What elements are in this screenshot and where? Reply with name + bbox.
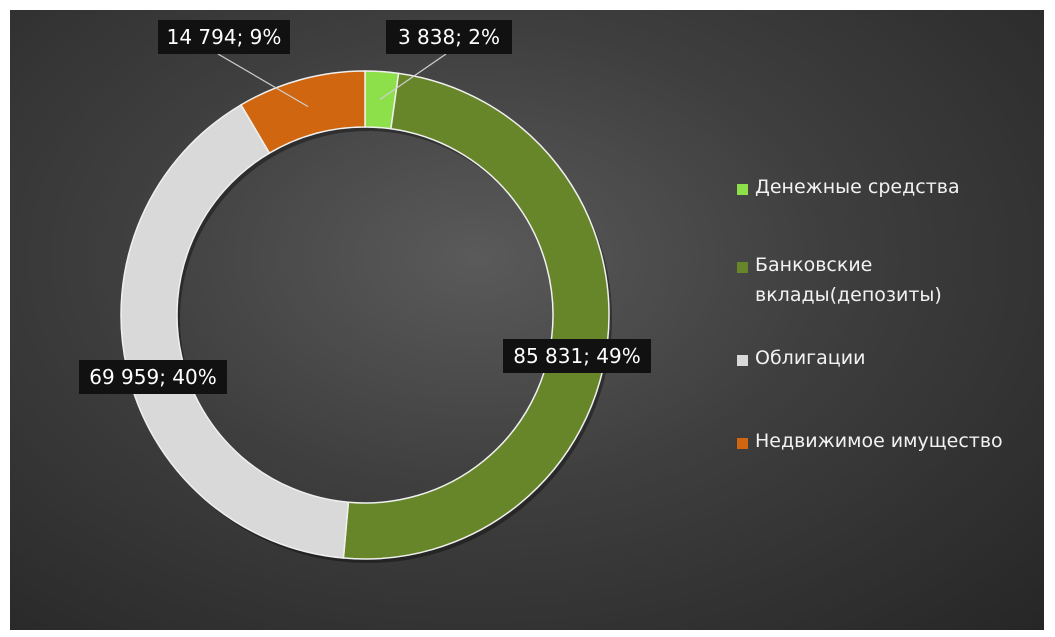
chart-area: 3 838; 2% 85 831; 49% 69 959; 40% 14 794; 9… <box>10 10 1044 630</box>
donut-chart: 3 838; 2% 85 831; 49% 69 959; 40% 14 794; 9… <box>79 20 651 563</box>
data-label-box-bonds <box>79 360 227 394</box>
legend-label-cash: Денежные средства <box>755 176 960 198</box>
data-label-bonds: 69 959; 40% <box>89 365 217 389</box>
legend-item-real-estate: Недвижимое имущество <box>737 430 1003 456</box>
legend-marker-real-estate <box>737 438 748 449</box>
legend-marker-bonds <box>737 355 748 366</box>
legend-item-deposits: Банковские вклады(депозиты) <box>737 254 987 310</box>
legend-item-cash: Денежные средства <box>737 176 960 202</box>
data-label-cash: 3 838; 2% <box>398 25 500 49</box>
data-label-real-estate: 14 794; 9% <box>167 25 282 49</box>
data-label-box-deposits <box>503 339 651 373</box>
data-label-box-cash <box>386 20 512 54</box>
donut-segment-deposits <box>342 72 610 560</box>
leader-line-real-estate <box>217 53 309 108</box>
donut-segment-bonds <box>120 103 350 559</box>
legend-item-bonds: Облигации <box>737 347 865 373</box>
data-label-deposits: 85 831; 49% <box>513 344 641 368</box>
donut-segment-real-estate <box>240 70 366 155</box>
legend-label-bonds: Облигации <box>755 347 866 369</box>
legend-marker-deposits <box>737 262 748 273</box>
legend-label-real-estate: Недвижимое имущество <box>755 430 1003 452</box>
leader-line-cash <box>379 53 447 101</box>
legend-label-deposits: Банковские вклады(депозиты) <box>755 254 942 306</box>
data-label-box-real-estate <box>158 20 290 54</box>
legend-marker-cash <box>737 184 748 195</box>
